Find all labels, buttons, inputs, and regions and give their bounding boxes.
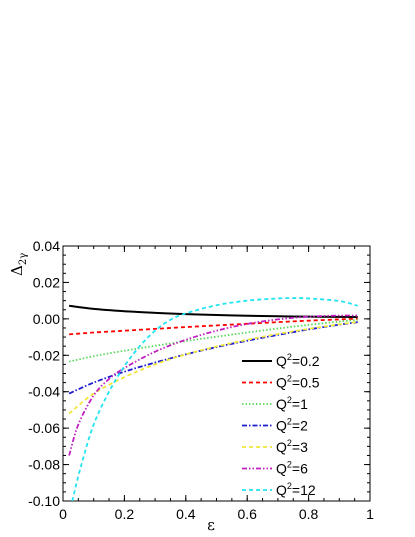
- legend-label: Q2=0.2: [276, 352, 320, 369]
- series-line: [71, 297, 358, 501]
- x-tick-labels: 0 0.2 0.4 0.6 0.8 1: [59, 506, 374, 522]
- x-tick-label: 1: [366, 506, 374, 522]
- x-axis-label: ε: [207, 516, 215, 534]
- legend-label: Q2=3: [276, 438, 308, 455]
- series-line: [69, 317, 358, 336]
- y-axis-label-main: Δ: [8, 265, 26, 276]
- x-tick-label: 0: [59, 506, 67, 522]
- axis-ticks: [62, 245, 371, 502]
- y-axis-label-sub: 2γ: [18, 253, 29, 265]
- x-tick-label: 0.4: [176, 506, 196, 522]
- series-line: [69, 304, 358, 319]
- y-tick-label: -0.06: [28, 420, 60, 436]
- legend-label: Q2=2: [276, 417, 308, 434]
- legend-label: Q2=1: [276, 395, 308, 412]
- legend: Q2=0.2 Q2=0.5 Q2=1 Q2=2 Q2=3 Q2=6 Q2=12: [242, 352, 320, 498]
- y-axis-label: Δ2γ: [8, 253, 29, 276]
- y-tick-label: -0.02: [28, 347, 60, 363]
- y-tick-label: 0.04: [33, 238, 60, 254]
- x-tick-label: 0.8: [299, 506, 319, 522]
- svg-text:Δ2γ: Δ2γ: [8, 253, 29, 276]
- x-tick-label: 0.2: [115, 506, 135, 522]
- y-tick-label: -0.08: [28, 457, 60, 473]
- y-tick-label: 0.00: [33, 311, 60, 327]
- legend-label: Q2=6: [276, 460, 308, 477]
- y-tick-label: -0.10: [28, 493, 60, 509]
- plot-frame: [62, 245, 371, 502]
- x-tick-label: 0.6: [237, 506, 257, 522]
- legend-label: Q2=12: [276, 481, 316, 498]
- y-tick-labels: -0.10 -0.08 -0.06 -0.04 -0.02 0.00 0.02 0.04: [28, 238, 60, 509]
- legend-label: Q2=0.5: [276, 374, 320, 391]
- series-lines: [68, 297, 358, 501]
- y-tick-label: -0.04: [28, 384, 60, 400]
- y-tick-label: 0.02: [33, 274, 60, 290]
